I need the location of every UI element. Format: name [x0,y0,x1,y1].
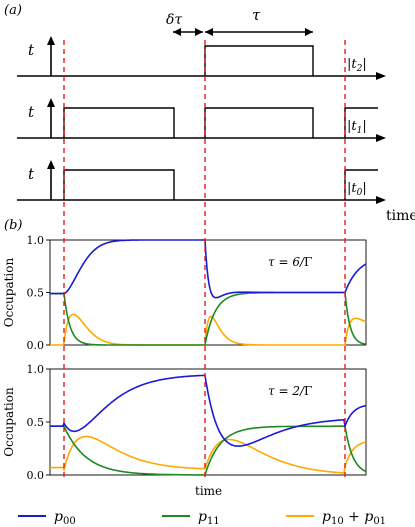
y-tick-label: 1.0 [27,363,45,376]
legend-label: p00 [54,509,76,527]
y-tick-label: 0.0 [27,339,45,352]
delta-tau-arrow [173,28,203,36]
series-line-p00 [50,239,367,299]
panel-b-time-label: time [195,484,222,498]
timing-row-axis-letter: t [28,103,35,121]
timing-row-1: t |t1| [17,98,386,142]
timing-pulse [63,169,175,200]
y-tick-label: 0.5 [27,416,45,429]
timing-row-label: |t2| [347,57,367,74]
tau-annotation-label: τ = 6/Γ [268,255,312,269]
timing-row-axis-arrow [47,98,55,107]
y-axis-label: Occupation [2,387,16,457]
y-tick-label: 0.5 [27,287,45,300]
timing-row-axis-letter: t [28,165,35,183]
y-tick-label: 1.0 [27,234,45,247]
legend-label: p11 [198,509,220,527]
timing-row-arrowhead [376,134,386,142]
series-line-p10-p01 [50,313,367,346]
legend: p00 p11 p10 + p01 [18,509,386,527]
tau-annotation-label: τ = 2/Γ [268,384,312,398]
legend-item: p10 + p01 [286,509,386,527]
timing-row-0: t |t0| [17,160,386,204]
series-line-p10-p01 [50,435,367,474]
timing-row-axis-arrow [47,160,55,169]
panel-b-label: (b) [4,218,22,233]
y-axis-label: Occupation [2,258,16,328]
timing-pulse [344,107,378,138]
delta-tau-annotation: δτ [166,12,182,28]
panel-a-label: (a) [4,3,22,18]
timing-pulse [204,107,314,138]
timing-row-axis-arrow [47,36,55,45]
timing-diagram: t |t2| t |t1| t |t0| [17,36,386,204]
occupation-plot-tau-2: 0.0 0.5 1.0 Occupation τ = 2/Γ [2,363,367,482]
series-line-p00 [50,374,367,447]
tau-annotation: τ [252,6,261,24]
timing-row-label: |t1| [347,119,367,136]
legend-label: p10 + p01 [322,509,386,527]
occupation-plot-tau-6: 0.0 0.5 1.0 Occupation τ = 6/Γ [2,234,367,352]
timing-row-arrowhead [376,72,386,80]
timing-row-axis-letter: t [28,41,35,59]
series-line-p11 [50,425,367,476]
tau-arrow [205,28,313,36]
timing-pulse [63,107,175,138]
red-dashed-markers [63,40,346,480]
timing-row-label: |t0| [347,181,367,198]
timing-row-2: t |t2| [17,36,386,80]
timing-pulse [204,45,314,76]
y-tick-label: 0.0 [27,469,45,482]
legend-item: p00 [18,509,76,527]
panel-a-time-label: time [386,208,415,224]
timing-row-arrowhead [376,196,386,204]
legend-item: p11 [162,509,220,527]
